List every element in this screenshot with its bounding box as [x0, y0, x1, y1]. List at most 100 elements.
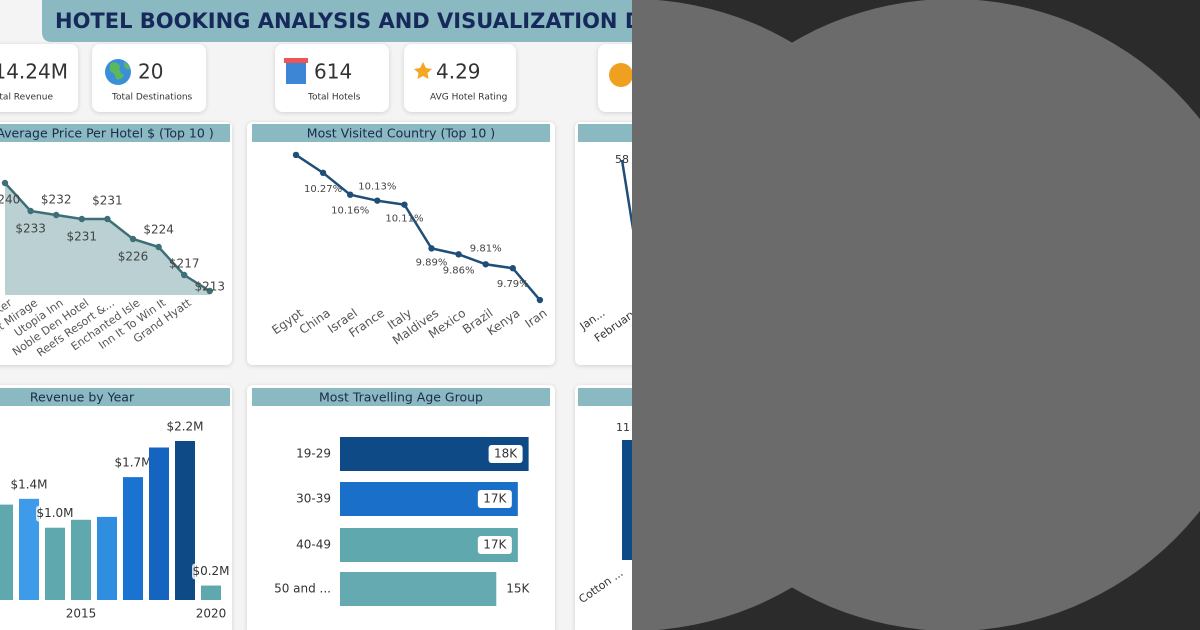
point [401, 201, 408, 208]
data-label: 17K [483, 538, 507, 552]
data-label-box [477, 490, 512, 508]
kpi-cards: $14.24M Total Revenue 20 Total Destinati… [0, 44, 648, 112]
panel-title: Average Price Per Hotel $ (Top 10 ) [0, 126, 214, 141]
data-label: 18K [494, 447, 518, 461]
kpi-card [0, 44, 78, 112]
bar [123, 477, 143, 600]
point [181, 271, 188, 279]
data-label: $213 [195, 280, 226, 294]
data-label-box [10, 476, 48, 493]
title-bar [42, 0, 660, 42]
data-label: 10.13% [358, 182, 396, 193]
data-label-box [488, 445, 523, 463]
point [53, 211, 60, 219]
bar [175, 441, 195, 600]
data-label: 10.27% [304, 184, 342, 195]
data-label: 9.89% [416, 257, 448, 268]
data-label: $231 [67, 230, 98, 244]
kpi-value: 4.29 [436, 60, 481, 84]
data-label: $2.2M [166, 420, 203, 434]
data-label: 9.79% [497, 279, 529, 290]
overlay-circle [636, 0, 1200, 630]
point [509, 265, 516, 272]
bar [149, 447, 169, 600]
y-tick-label: 40-49 [296, 538, 331, 552]
kpi-value: 614 [314, 60, 352, 84]
data-label: 10.11% [385, 214, 423, 225]
partial-label: 58 [615, 153, 629, 166]
x-tick-label: 2015 [66, 607, 97, 621]
data-label: $1.0M [36, 506, 73, 520]
panel [247, 122, 555, 365]
line [295, 153, 541, 301]
point [536, 296, 544, 304]
data-label: $232 [41, 193, 72, 207]
panel-header [252, 124, 550, 142]
data-label: 10.16% [331, 206, 369, 217]
panel-header [0, 124, 230, 142]
star-icon [414, 62, 432, 79]
data-label: $224 [143, 223, 174, 237]
panel-title: Most Travelling Age Group [319, 390, 483, 405]
data-label: 9.86% [443, 265, 475, 276]
overlay [632, 0, 1200, 630]
bar [45, 527, 65, 600]
data-label: $0.2M [192, 564, 229, 578]
partial-bar [622, 440, 632, 560]
kpi-value: $14.24M [0, 60, 68, 84]
kpi-label: Total Destinations [111, 93, 193, 103]
panel-header [252, 388, 550, 406]
point [292, 151, 300, 159]
point [1, 179, 9, 187]
data-label: $1.4M [10, 477, 47, 491]
data-label: 9.81% [470, 243, 502, 254]
panel-header [0, 388, 230, 406]
panel-title: Revenue by Year [30, 390, 135, 405]
data-label: 17K [483, 492, 507, 506]
globe-land [110, 62, 130, 80]
data-label: $226 [118, 250, 149, 264]
data-label-box [114, 455, 152, 472]
data-label: 15K [506, 582, 530, 596]
kpi-label: AVG Hotel Rating [430, 93, 507, 103]
panel-title: Most Visited Country (Top 10 ) [307, 126, 495, 141]
point [27, 207, 34, 215]
partial-label: 11 [616, 421, 630, 434]
kpi-label: Total Revenue [0, 93, 53, 103]
data-label-box [192, 563, 230, 580]
hotel-icon [286, 62, 306, 84]
point [129, 235, 137, 243]
point [206, 287, 213, 295]
area [5, 183, 210, 295]
data-label: $233 [15, 222, 46, 236]
kpi-card [404, 44, 516, 112]
data-label: $231 [92, 194, 123, 208]
kpi-label: Total Hotels [307, 93, 361, 103]
data-label-box [477, 536, 512, 554]
point [428, 245, 435, 252]
y-tick-label: 50 and ... [274, 582, 331, 596]
data-label: $217 [169, 257, 200, 271]
hotel-sign [284, 58, 308, 63]
point [482, 261, 489, 268]
bar [97, 516, 117, 600]
bar [340, 572, 497, 606]
data-label-box [36, 505, 74, 522]
point [78, 215, 86, 223]
point [347, 191, 354, 198]
point [455, 251, 462, 258]
y-tick-label: 30-39 [296, 492, 331, 506]
bar [0, 504, 13, 600]
data-label: $240 [0, 193, 20, 207]
y-tick-label: 19-29 [296, 447, 331, 461]
point [319, 169, 327, 177]
data-label-box [166, 419, 204, 435]
tax-icon [609, 63, 633, 87]
bar [71, 519, 91, 600]
kpi-value: 20 [138, 60, 163, 84]
bar [19, 498, 39, 600]
